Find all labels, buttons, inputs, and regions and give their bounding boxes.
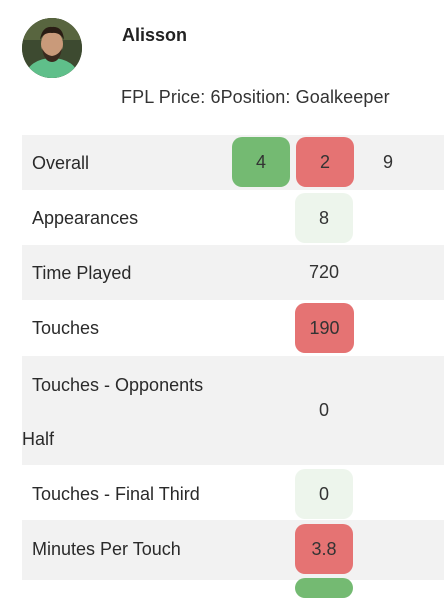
fpl-price: FPL Price: 6 [121,87,221,107]
stat-value-cell: 3.8 [295,524,353,574]
stat-label: Touches - Final Third [32,484,200,504]
stat-row-touches: Touches 190 [22,300,444,356]
stat-label-continued: Half [22,429,55,449]
stat-label: Touches [32,318,100,338]
stat-row-touches-opponents-half: Touches - Opponents Half 0 [22,356,444,465]
player-avatar [22,18,82,78]
stat-label: Overall [32,153,90,173]
stat-row-appearances: Appearances 8 [22,190,444,245]
player-header: Alisson FPL Price: 6Position: Goalkeeper [0,0,444,130]
stat-label: Touches - Opponents [32,375,204,395]
stat-value-cell: 8 [295,193,353,243]
stat-label: Appearances [32,208,139,228]
player-photo-icon [22,18,82,78]
stat-label: Minutes Per Touch [32,539,181,559]
stat-value-cell: 2 [296,137,354,187]
stat-value-cell: 190 [295,303,354,353]
stat-value-cell: 9 [382,151,393,172]
stat-value-cell-partial [295,578,353,598]
stat-value-cell: 720 [308,261,340,282]
player-position: Position: Goalkeeper [220,87,390,107]
stat-row-time-played: Time Played 720 [22,245,444,300]
player-meta: FPL Price: 6Position: Goalkeeper [121,87,390,108]
stat-row-minutes-per-touch: Minutes Per Touch 3.8 [22,520,444,598]
stat-value-cell: 0 [318,399,329,420]
stat-row-touches-final-third: Touches - Final Third 0 [22,465,444,520]
stat-label: Time Played [32,263,132,283]
player-name: Alisson [122,25,188,45]
stat-value-cell: 4 [232,137,290,187]
stat-row-overall: Overall 4 2 9 [22,135,444,190]
stat-value-cell: 0 [295,469,353,519]
stats-table: Overall 4 2 9 Appearances 8 Time Played … [22,135,444,598]
